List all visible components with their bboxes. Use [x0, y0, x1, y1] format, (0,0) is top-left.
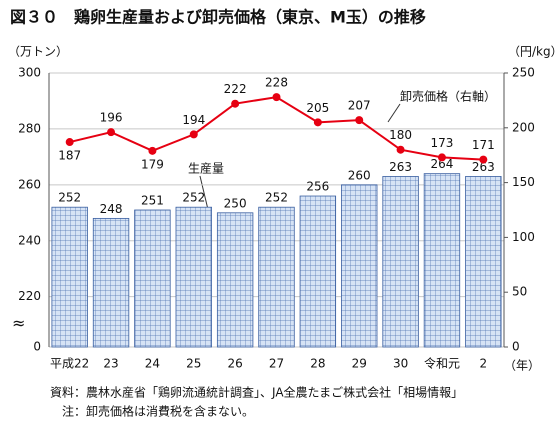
- bar-value-label: 263: [389, 160, 412, 174]
- x-tick-label: 令和元: [424, 356, 460, 371]
- price-point: [148, 146, 157, 155]
- line-value-label: 171: [472, 138, 495, 152]
- series-annotation: 卸売価格（右軸）: [400, 89, 496, 104]
- y-tick-label: 240: [18, 233, 41, 247]
- line-value-label: 228: [265, 76, 288, 90]
- line-value-label: 187: [58, 149, 81, 163]
- price-point: [479, 155, 488, 164]
- y2-tick-label: 50: [512, 285, 527, 299]
- bar-value-label: 252: [265, 191, 288, 205]
- bar-value-label: 251: [141, 194, 164, 208]
- y-tick-label: 300: [18, 66, 41, 80]
- x-tick-label: 2: [479, 357, 487, 371]
- y-axis-label: （万トン）: [8, 45, 68, 59]
- y2-tick-label: 150: [512, 175, 535, 189]
- bar: [299, 195, 337, 348]
- bar: [175, 206, 212, 348]
- x-tick-label: 28: [310, 357, 325, 371]
- x-tick-label: 26: [227, 357, 242, 371]
- bar: [92, 217, 130, 348]
- price-point: [437, 153, 446, 162]
- price-point: [231, 99, 240, 108]
- bar: [216, 212, 254, 348]
- source: 資料：農林水産省「鶏卵流通統計調査」、JA全農たまご株式会社「相場情報」: [50, 385, 463, 400]
- bar-value-label: 252: [58, 191, 81, 205]
- bar-value-label: 263: [472, 160, 495, 174]
- price-point: [355, 116, 364, 125]
- bar-value-label: 248: [100, 202, 123, 216]
- bar-value-label: 256: [306, 180, 329, 194]
- price-point: [107, 128, 116, 137]
- y-tick-label: 220: [18, 289, 41, 303]
- y2-tick-label: 100: [512, 230, 535, 244]
- x-tick-label: 29: [352, 357, 367, 371]
- price-point: [313, 118, 322, 127]
- bar: [465, 176, 502, 348]
- line-value-label: 207: [348, 99, 371, 113]
- bar-value-label: 250: [224, 196, 247, 210]
- line-value-label: 205: [306, 101, 329, 115]
- x-axis-label: （年）: [504, 359, 540, 373]
- price-line: [69, 96, 484, 161]
- bar: [423, 173, 461, 348]
- line-value-label: 196: [100, 111, 123, 125]
- line-value-label: 173: [431, 136, 454, 150]
- bar: [382, 176, 419, 348]
- bar: [134, 209, 171, 348]
- chart-title: 図３０ 鶏卵生産量および卸売価格（東京、M玉）の推移: [10, 8, 426, 27]
- line-value-label: 222: [224, 82, 247, 96]
- series-annotation: 生産量: [188, 161, 224, 176]
- y-tick-label: 260: [18, 177, 41, 191]
- line-value-label: 180: [389, 128, 412, 142]
- x-tick-label: 24: [145, 357, 160, 371]
- annotation-leader: [387, 103, 401, 123]
- bar: [258, 206, 295, 348]
- x-tick-label: 23: [103, 357, 118, 371]
- x-tick-label: 30: [393, 357, 408, 371]
- y2-tick-label: 200: [512, 120, 535, 134]
- bar-value-label: 264: [431, 157, 454, 171]
- bar-value-label: 252: [182, 191, 205, 205]
- y-tick-label: 280: [18, 121, 41, 135]
- bar-value-label: 260: [348, 168, 371, 182]
- y2-tick-label: 0: [512, 340, 520, 354]
- y2-axis-label: （円/kg）: [508, 45, 558, 59]
- price-point: [272, 93, 281, 102]
- line-value-label: 194: [182, 113, 205, 127]
- x-tick-label: 平成22: [50, 357, 89, 371]
- y2-tick-label: 250: [512, 66, 535, 80]
- bar: [341, 184, 378, 348]
- bar: [51, 206, 88, 348]
- y-tick-label: 0: [33, 340, 41, 354]
- price-point: [189, 130, 198, 139]
- x-tick-label: 25: [186, 357, 201, 371]
- x-tick-label: 27: [269, 357, 284, 371]
- price-point: [65, 138, 74, 147]
- note: 注：卸売価格は消費税を含まない。: [62, 404, 254, 419]
- axis-break: ≈: [12, 314, 25, 333]
- price-point: [396, 145, 405, 154]
- line-value-label: 179: [141, 157, 164, 171]
